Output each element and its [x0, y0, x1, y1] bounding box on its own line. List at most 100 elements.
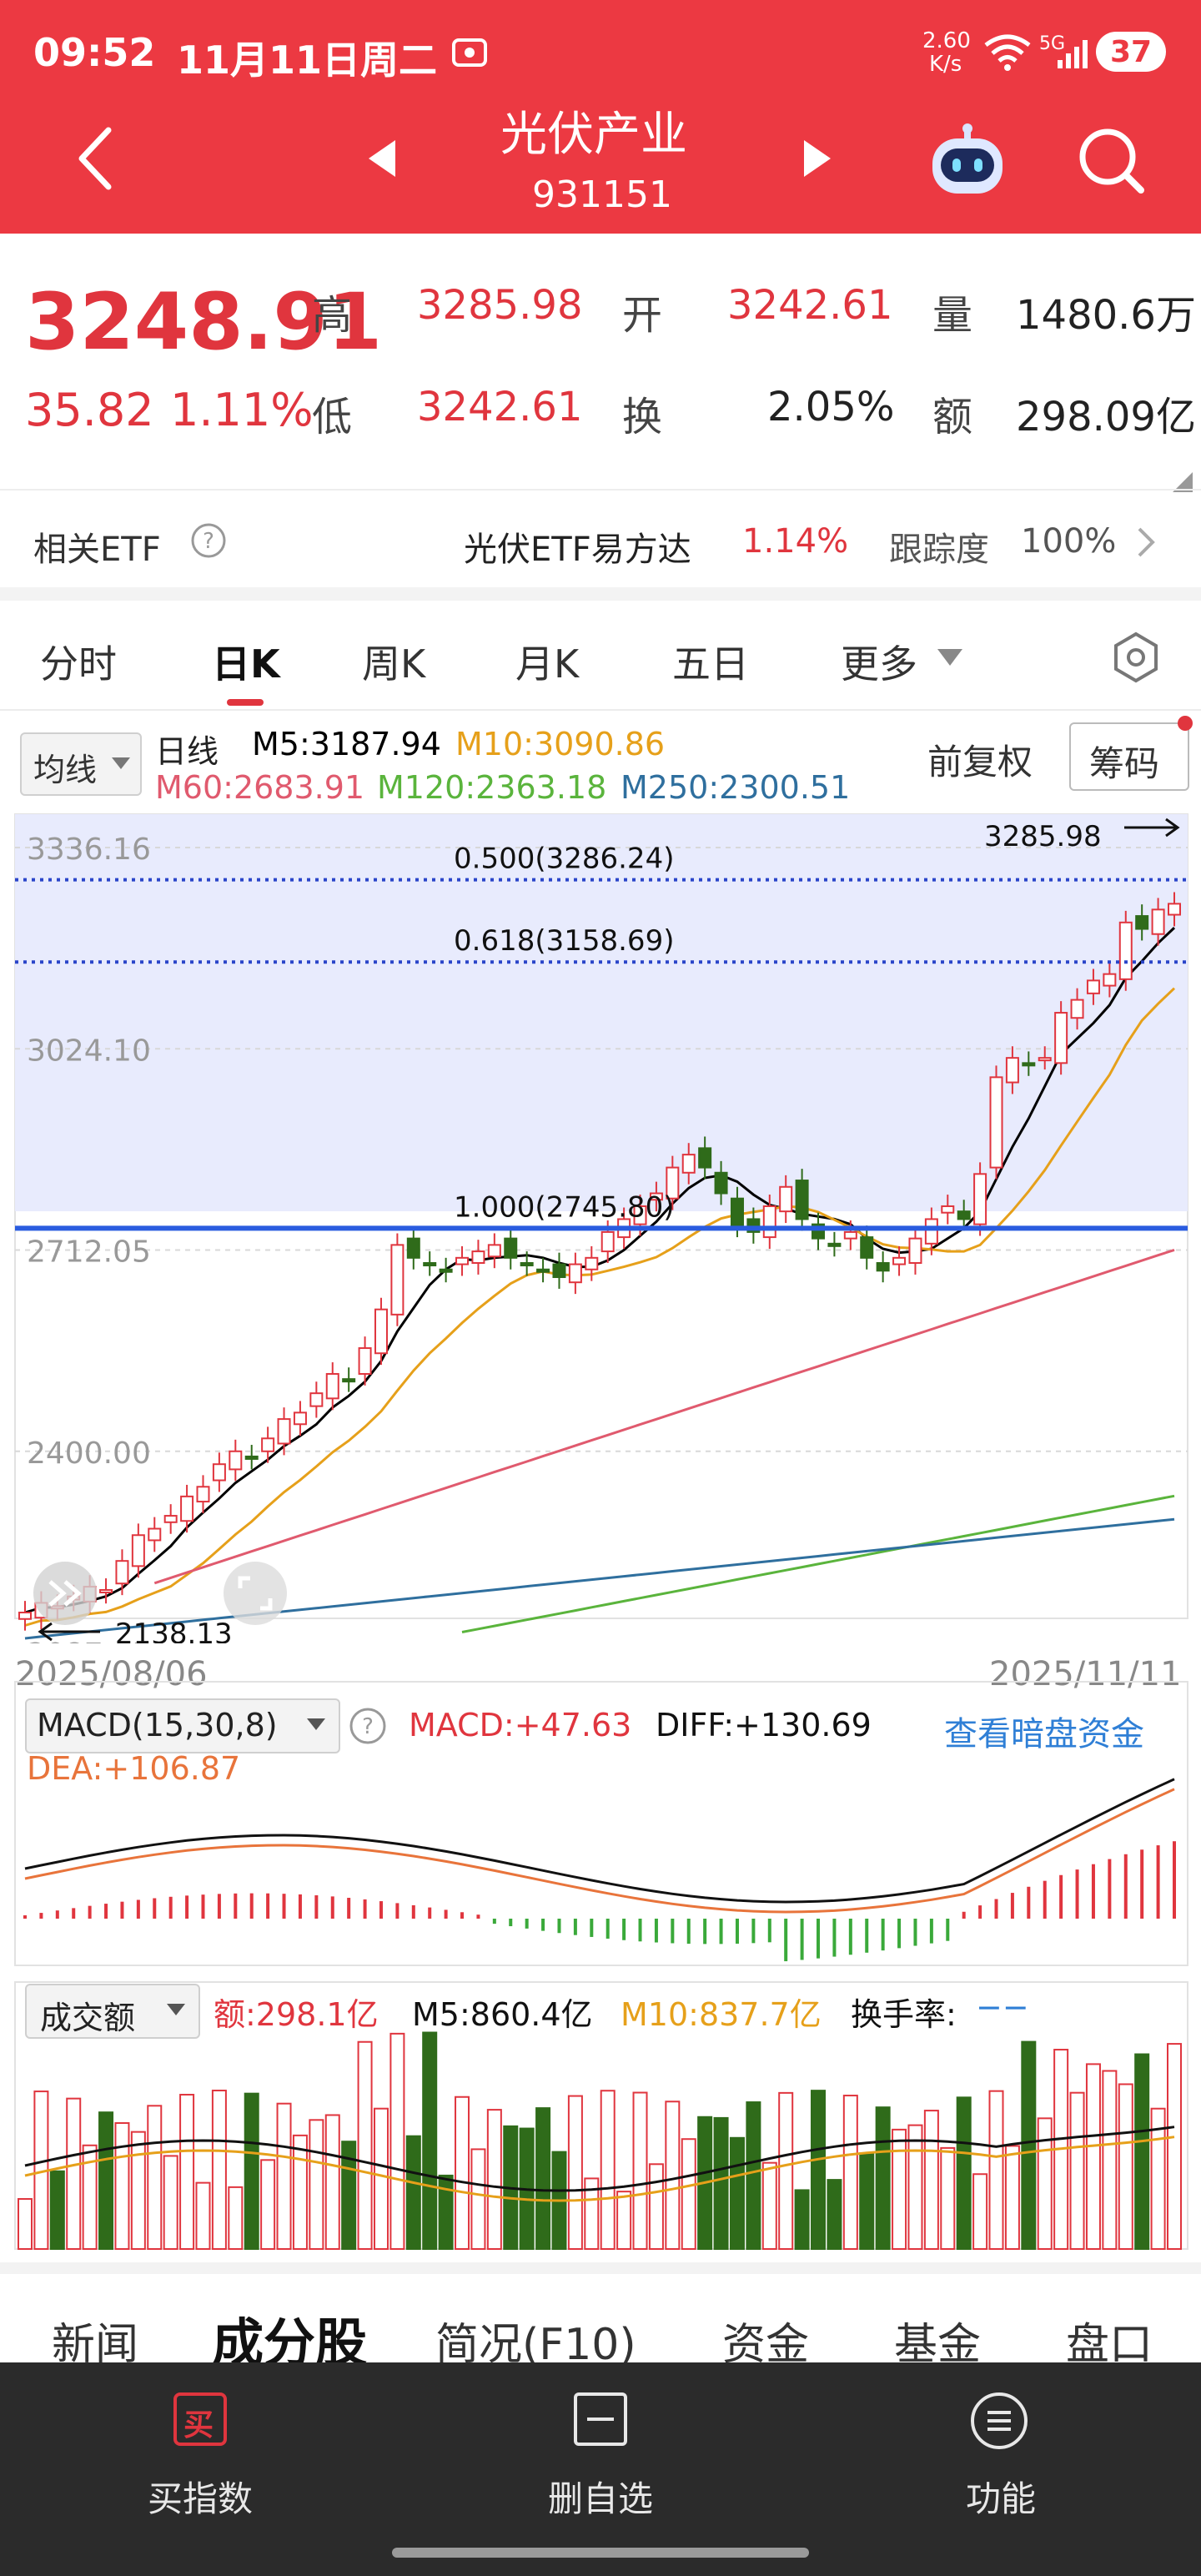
- volume-bar: [1102, 2070, 1118, 2250]
- buy-index-button[interactable]: 买 买指数: [75, 2362, 325, 2576]
- remove-watchlist-button[interactable]: 删自选: [475, 2362, 726, 2576]
- candle-body: [973, 1173, 987, 1225]
- help-icon[interactable]: ?: [190, 522, 227, 567]
- volume-bar: [761, 2161, 777, 2250]
- status-time: 09:52: [33, 30, 156, 75]
- macd-bar: [671, 1919, 675, 1944]
- candle-body: [860, 1236, 874, 1259]
- macd-bar: [703, 1919, 707, 1945]
- section-gap: [0, 587, 1201, 601]
- caret-down-icon[interactable]: [937, 649, 962, 671]
- candle-body: [504, 1237, 518, 1259]
- net-speed-value: 2.60: [922, 28, 971, 53]
- macd-selector-label: MACD(15,30,8): [37, 1707, 278, 1743]
- back-button[interactable]: [75, 125, 117, 195]
- ma5-value: M5:3187.94: [252, 726, 441, 762]
- turnover-rate-label: 换手率:: [851, 1996, 957, 2033]
- volume-bar: [567, 2095, 583, 2250]
- macd-bar: [751, 1919, 756, 1944]
- macd-selector[interactable]: MACD(15,30,8): [25, 1698, 340, 1753]
- macd-bar: [525, 1919, 529, 1929]
- expand-chart-button[interactable]: [33, 1562, 97, 1625]
- chips-button[interactable]: 筹码: [1069, 722, 1189, 791]
- tab-daily-k[interactable]: 日K: [212, 641, 280, 687]
- tab-monthly-k[interactable]: 月K: [515, 641, 580, 687]
- next-index-button[interactable]: [802, 140, 832, 180]
- y-tick-label: 2087.95: [27, 1638, 151, 1643]
- search-icon[interactable]: [1076, 125, 1146, 199]
- caret-down-icon: [112, 757, 130, 769]
- macd-bar: [153, 1898, 157, 1919]
- macd-bar: [1027, 1886, 1031, 1919]
- macd-bar: [784, 1919, 788, 1962]
- candle-body: [99, 1588, 113, 1593]
- volume-bar: [827, 2179, 842, 2250]
- candle-body: [924, 1218, 938, 1245]
- macd-bar: [411, 1904, 415, 1919]
- divider: [0, 709, 1201, 711]
- ma10-line: [24, 987, 1176, 1627]
- help-icon[interactable]: ?: [349, 1707, 387, 1748]
- fullscreen-button[interactable]: [224, 1562, 287, 1625]
- macd-bar: [573, 1919, 577, 1935]
- ma-selector[interactable]: 均线: [20, 732, 142, 796]
- volume-bar: [778, 2091, 794, 2250]
- period-label: 日线: [155, 733, 219, 770]
- macd-bar: [800, 1919, 804, 1960]
- volume-bar: [972, 2173, 988, 2250]
- prev-index-button[interactable]: [367, 140, 397, 180]
- function-menu-label: 功能: [965, 2478, 1036, 2519]
- tab-five-day[interactable]: 五日: [672, 641, 749, 687]
- expand-corner-icon[interactable]: [1173, 455, 1193, 502]
- function-menu-button[interactable]: 功能: [876, 2362, 1126, 2576]
- tab-fund[interactable]: 基金: [894, 2320, 982, 2370]
- tab-order-book[interactable]: 盘口: [1066, 2320, 1153, 2370]
- volume-bar: [681, 2138, 696, 2250]
- macd-bar: [946, 1919, 950, 1941]
- chevron-right-icon[interactable]: [1136, 526, 1156, 567]
- tab-more[interactable]: 更多: [841, 641, 917, 687]
- tab-news[interactable]: 新闻: [52, 2320, 139, 2370]
- tab-f10[interactable]: 简况(F10): [435, 2320, 636, 2370]
- volume-bar: [892, 2128, 907, 2250]
- etf-change-pct: 1.14%: [742, 522, 849, 561]
- net-speed-unit: K/s: [929, 52, 962, 77]
- tab-intraday[interactable]: 分时: [40, 641, 117, 687]
- volume-amount: 额:298.1亿: [214, 1996, 379, 2033]
- robot-assistant-icon[interactable]: [927, 122, 1008, 202]
- signal-label: 5G: [1039, 33, 1066, 54]
- macd-bar: [1091, 1864, 1095, 1919]
- volume-bar: [114, 2122, 130, 2250]
- high-label: 高: [312, 292, 353, 339]
- double-chevron-right-icon: [48, 1580, 82, 1607]
- volume-bar: [1069, 2091, 1085, 2250]
- volume-selector[interactable]: 成交额: [25, 1984, 200, 2039]
- candle-body: [876, 1262, 890, 1272]
- tracking-label: 跟踪度: [889, 531, 989, 569]
- macd-bar: [444, 1909, 448, 1919]
- ma120-line: [461, 1494, 1175, 1633]
- candle-body: [714, 1171, 728, 1195]
- y-tick-label: 3024.10: [27, 1034, 151, 1068]
- adjust-mode[interactable]: 前复权: [927, 742, 1033, 782]
- macd-bar: [120, 1901, 124, 1919]
- kline-chart[interactable]: 3336.16 3024.10 2712.05 2400.00 2087.95 0.50…: [0, 809, 1201, 1643]
- end-date: 2025/11/11: [989, 1655, 1182, 1693]
- macd-bar: [185, 1895, 189, 1919]
- volume-bar: [1004, 2145, 1020, 2251]
- tab-funds-flow[interactable]: 资金: [722, 2320, 810, 2370]
- volume-bar: [195, 2181, 211, 2250]
- candle-body: [325, 1372, 339, 1400]
- volume-label: 量: [932, 292, 973, 339]
- etf-name[interactable]: 光伏ETF易方达: [464, 531, 691, 569]
- chart-settings-icon[interactable]: [1109, 631, 1163, 687]
- macd-bar: [55, 1910, 59, 1919]
- volume-bar: [616, 2191, 632, 2251]
- candle-body: [762, 1205, 776, 1239]
- macd-bar: [978, 1905, 982, 1919]
- macd-bar: [654, 1919, 658, 1943]
- dark-pool-link[interactable]: 查看暗盘资金: [944, 1715, 1144, 1753]
- tab-weekly-k[interactable]: 周K: [362, 641, 426, 687]
- candle-body: [277, 1418, 291, 1445]
- volume-bar: [794, 2189, 810, 2250]
